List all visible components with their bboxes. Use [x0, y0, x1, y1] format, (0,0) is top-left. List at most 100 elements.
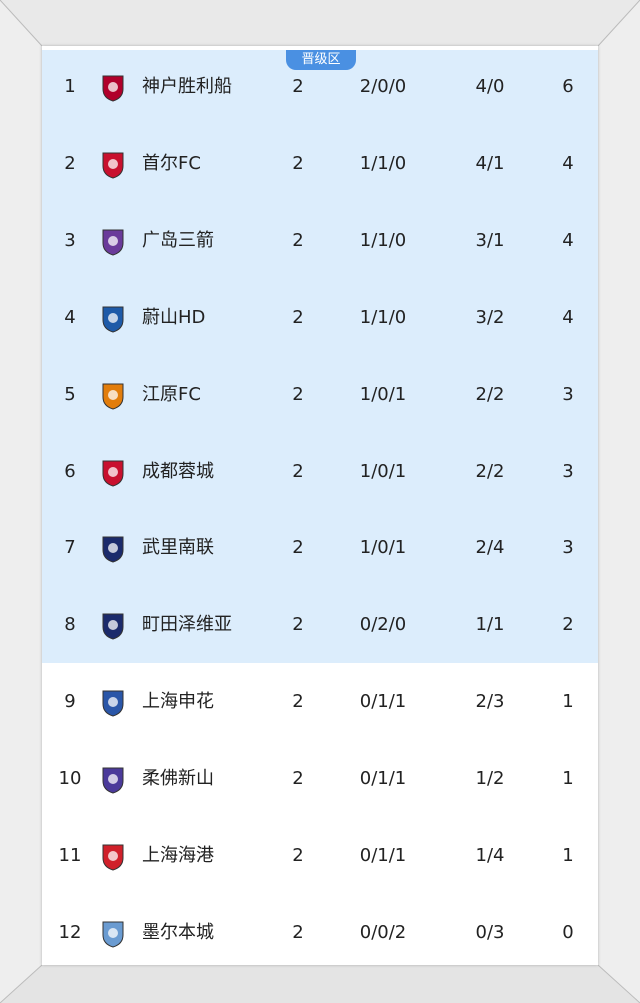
win-draw-loss: 0/1/1 — [359, 768, 407, 790]
matches-played: 2 — [292, 152, 304, 174]
win-draw-loss: 1/1/0 — [359, 229, 407, 251]
points: 1 — [562, 845, 574, 866]
rank: 11 — [58, 845, 82, 866]
goals-for-against: 1/4 — [475, 845, 505, 866]
shanghai-shenhua-crest-icon — [98, 688, 128, 718]
win-draw-loss: 0/2/0 — [359, 614, 407, 636]
rank: 9 — [64, 691, 76, 713]
team-name: 成都蓉城 — [142, 460, 214, 482]
win-draw-loss: 0/0/2 — [359, 921, 407, 943]
team-name: 广岛三箭 — [142, 229, 214, 251]
rank: 1 — [64, 76, 76, 97]
points: 4 — [562, 152, 574, 174]
table-row[interactable]: 10 柔佛新山 2 0/1/1 1/2 1 — [42, 759, 598, 799]
matches-played: 2 — [292, 768, 304, 790]
matches-played: 2 — [292, 229, 304, 251]
goals-for-against: 0/3 — [475, 921, 505, 943]
table-row[interactable]: 1 神户胜利船 2 2/0/0 4/0 6 — [42, 67, 598, 107]
table-row[interactable]: 8 町田泽维亚 2 0/2/0 1/1 2 — [42, 605, 598, 645]
table-row[interactable]: 3 广岛三箭 2 1/1/0 3/1 4 — [42, 221, 598, 261]
win-draw-loss: 1/1/0 — [359, 306, 407, 328]
team-name: 神户胜利船 — [142, 76, 232, 97]
matches-played: 2 — [292, 921, 304, 943]
standings-table: 晋级区 1 神户胜利船 2 2/0/0 4/0 6 2 首尔FC 2 1/1/0 … — [42, 46, 598, 965]
gangwon-fc-crest-icon — [98, 381, 128, 411]
points: 1 — [562, 768, 574, 790]
rank: 10 — [58, 768, 82, 790]
fc-seoul-crest-icon — [98, 150, 128, 180]
points: 6 — [562, 76, 574, 97]
table-row[interactable]: 9 上海申花 2 0/1/1 2/3 1 — [42, 682, 598, 722]
goals-for-against: 3/2 — [475, 306, 505, 328]
points: 4 — [562, 306, 574, 328]
rank: 6 — [64, 460, 76, 482]
points: 3 — [562, 460, 574, 482]
rank: 12 — [58, 921, 82, 943]
table-row[interactable]: 5 江原FC 2 1/0/1 2/2 3 — [42, 375, 598, 415]
win-draw-loss: 2/0/0 — [359, 76, 407, 97]
sanfrecce-hiroshima-crest-icon — [98, 227, 128, 257]
promotion-zone — [42, 50, 598, 663]
ulsan-hd-crest-icon — [98, 304, 128, 334]
machida-zelvia-crest-icon — [98, 611, 128, 641]
points: 1 — [562, 691, 574, 713]
goals-for-against: 2/4 — [475, 537, 505, 559]
goals-for-against: 1/1 — [475, 614, 505, 636]
win-draw-loss: 1/1/0 — [359, 152, 407, 174]
team-name: 江原FC — [142, 383, 201, 405]
team-name: 武里南联 — [142, 537, 214, 559]
points: 4 — [562, 229, 574, 251]
win-draw-loss: 1/0/1 — [359, 383, 407, 405]
table-row[interactable]: 11 上海海港 2 0/1/1 1/4 1 — [42, 836, 598, 876]
table-row[interactable]: 4 蔚山HD 2 1/1/0 3/2 4 — [42, 298, 598, 338]
goals-for-against: 2/2 — [475, 383, 505, 405]
win-draw-loss: 1/0/1 — [359, 460, 407, 482]
rank: 8 — [64, 614, 76, 636]
points: 0 — [562, 921, 574, 943]
goals-for-against: 3/1 — [475, 229, 505, 251]
matches-played: 2 — [292, 614, 304, 636]
rank: 3 — [64, 229, 76, 251]
team-name: 町田泽维亚 — [142, 614, 232, 636]
points: 2 — [562, 614, 574, 636]
table-row[interactable]: 7 武里南联 2 1/0/1 2/4 3 — [42, 528, 598, 568]
matches-played: 2 — [292, 306, 304, 328]
table-row[interactable]: 2 首尔FC 2 1/1/0 4/1 4 — [42, 144, 598, 184]
chengdu-rongcheng-crest-icon — [98, 458, 128, 488]
matches-played: 2 — [292, 76, 304, 97]
matches-played: 2 — [292, 845, 304, 866]
win-draw-loss: 0/1/1 — [359, 691, 407, 713]
team-name: 柔佛新山 — [142, 768, 214, 790]
team-name: 上海申花 — [142, 691, 214, 713]
points: 3 — [562, 537, 574, 559]
team-name: 墨尔本城 — [142, 921, 214, 943]
promotion-zone-badge: 晋级区 — [286, 50, 356, 70]
table-row[interactable]: 12 墨尔本城 2 0/0/2 0/3 0 — [42, 913, 598, 953]
rank: 4 — [64, 306, 76, 328]
vissel-kobe-crest-icon — [98, 73, 128, 103]
team-name: 上海海港 — [142, 845, 214, 866]
team-name: 首尔FC — [142, 152, 201, 174]
table-row[interactable]: 6 成都蓉城 2 1/0/1 2/2 3 — [42, 452, 598, 492]
goals-for-against: 4/1 — [475, 152, 505, 174]
matches-played: 2 — [292, 383, 304, 405]
buriram-united-crest-icon — [98, 534, 128, 564]
rank: 7 — [64, 537, 76, 559]
johor-darul-tazim-crest-icon — [98, 765, 128, 795]
team-name: 蔚山HD — [142, 306, 206, 328]
goals-for-against: 4/0 — [475, 76, 505, 97]
melbourne-city-crest-icon — [98, 919, 128, 949]
rank: 5 — [64, 383, 76, 405]
goals-for-against: 2/3 — [475, 691, 505, 713]
shanghai-port-crest-icon — [98, 842, 128, 872]
matches-played: 2 — [292, 460, 304, 482]
goals-for-against: 2/2 — [475, 460, 505, 482]
matches-played: 2 — [292, 691, 304, 713]
rank: 2 — [64, 152, 76, 174]
win-draw-loss: 0/1/1 — [359, 845, 407, 866]
win-draw-loss: 1/0/1 — [359, 537, 407, 559]
goals-for-against: 1/2 — [475, 768, 505, 790]
points: 3 — [562, 383, 574, 405]
matches-played: 2 — [292, 537, 304, 559]
